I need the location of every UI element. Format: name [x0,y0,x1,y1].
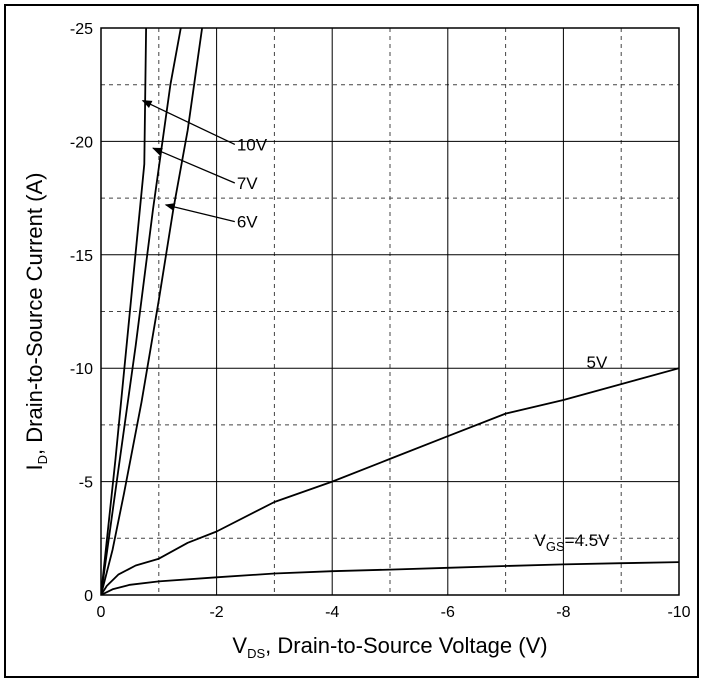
y-tick-labels: 0 -5 -10 -15 -20 -25 [70,21,93,605]
y-tick-label: -10 [70,361,93,378]
curves [101,28,679,595]
arrow-10v [141,99,236,146]
arrow-6v [164,203,235,223]
x-tick-label: -8 [556,604,570,621]
curve-4-5v [101,561,679,595]
y-tick-label: -5 [79,475,93,492]
x-axis-label: VDS, Drain-to-Source Voltage (V) [232,633,547,661]
x-tick-label: -6 [441,604,455,621]
y-axis-label: ID, Drain-to-Source Current (A) [22,173,50,471]
label-5v: 5V [587,353,608,372]
curve-10v [101,28,147,595]
curve-annotations: 10V 7V 6V 5V VGS=4.5V [141,99,611,554]
x-tick-label: 0 [97,604,106,621]
y-tick-label: -25 [70,21,93,38]
arrow-7v [152,147,236,184]
y-tick-label: -20 [70,134,93,151]
plot-area-border [100,27,680,596]
curve-7v [101,28,182,595]
x-tick-label: -10 [667,604,690,621]
label-6v: 6V [237,213,258,232]
y-tick-label: 0 [84,588,93,605]
curve-6v [101,28,203,595]
minor-grid [101,28,679,595]
major-grid [101,28,679,595]
label-vgs: VGS=4.5V [535,531,611,554]
label-7v: 7V [237,174,258,193]
x-tick-label: -4 [325,604,339,621]
curve-5v [101,367,679,595]
y-tick-label: -15 [70,248,93,265]
chart-frame [4,4,699,678]
x-tick-labels: 0 -2 -4 -6 -8 -10 [97,604,691,621]
x-tick-label: -2 [209,604,223,621]
label-10v: 10V [237,135,268,154]
